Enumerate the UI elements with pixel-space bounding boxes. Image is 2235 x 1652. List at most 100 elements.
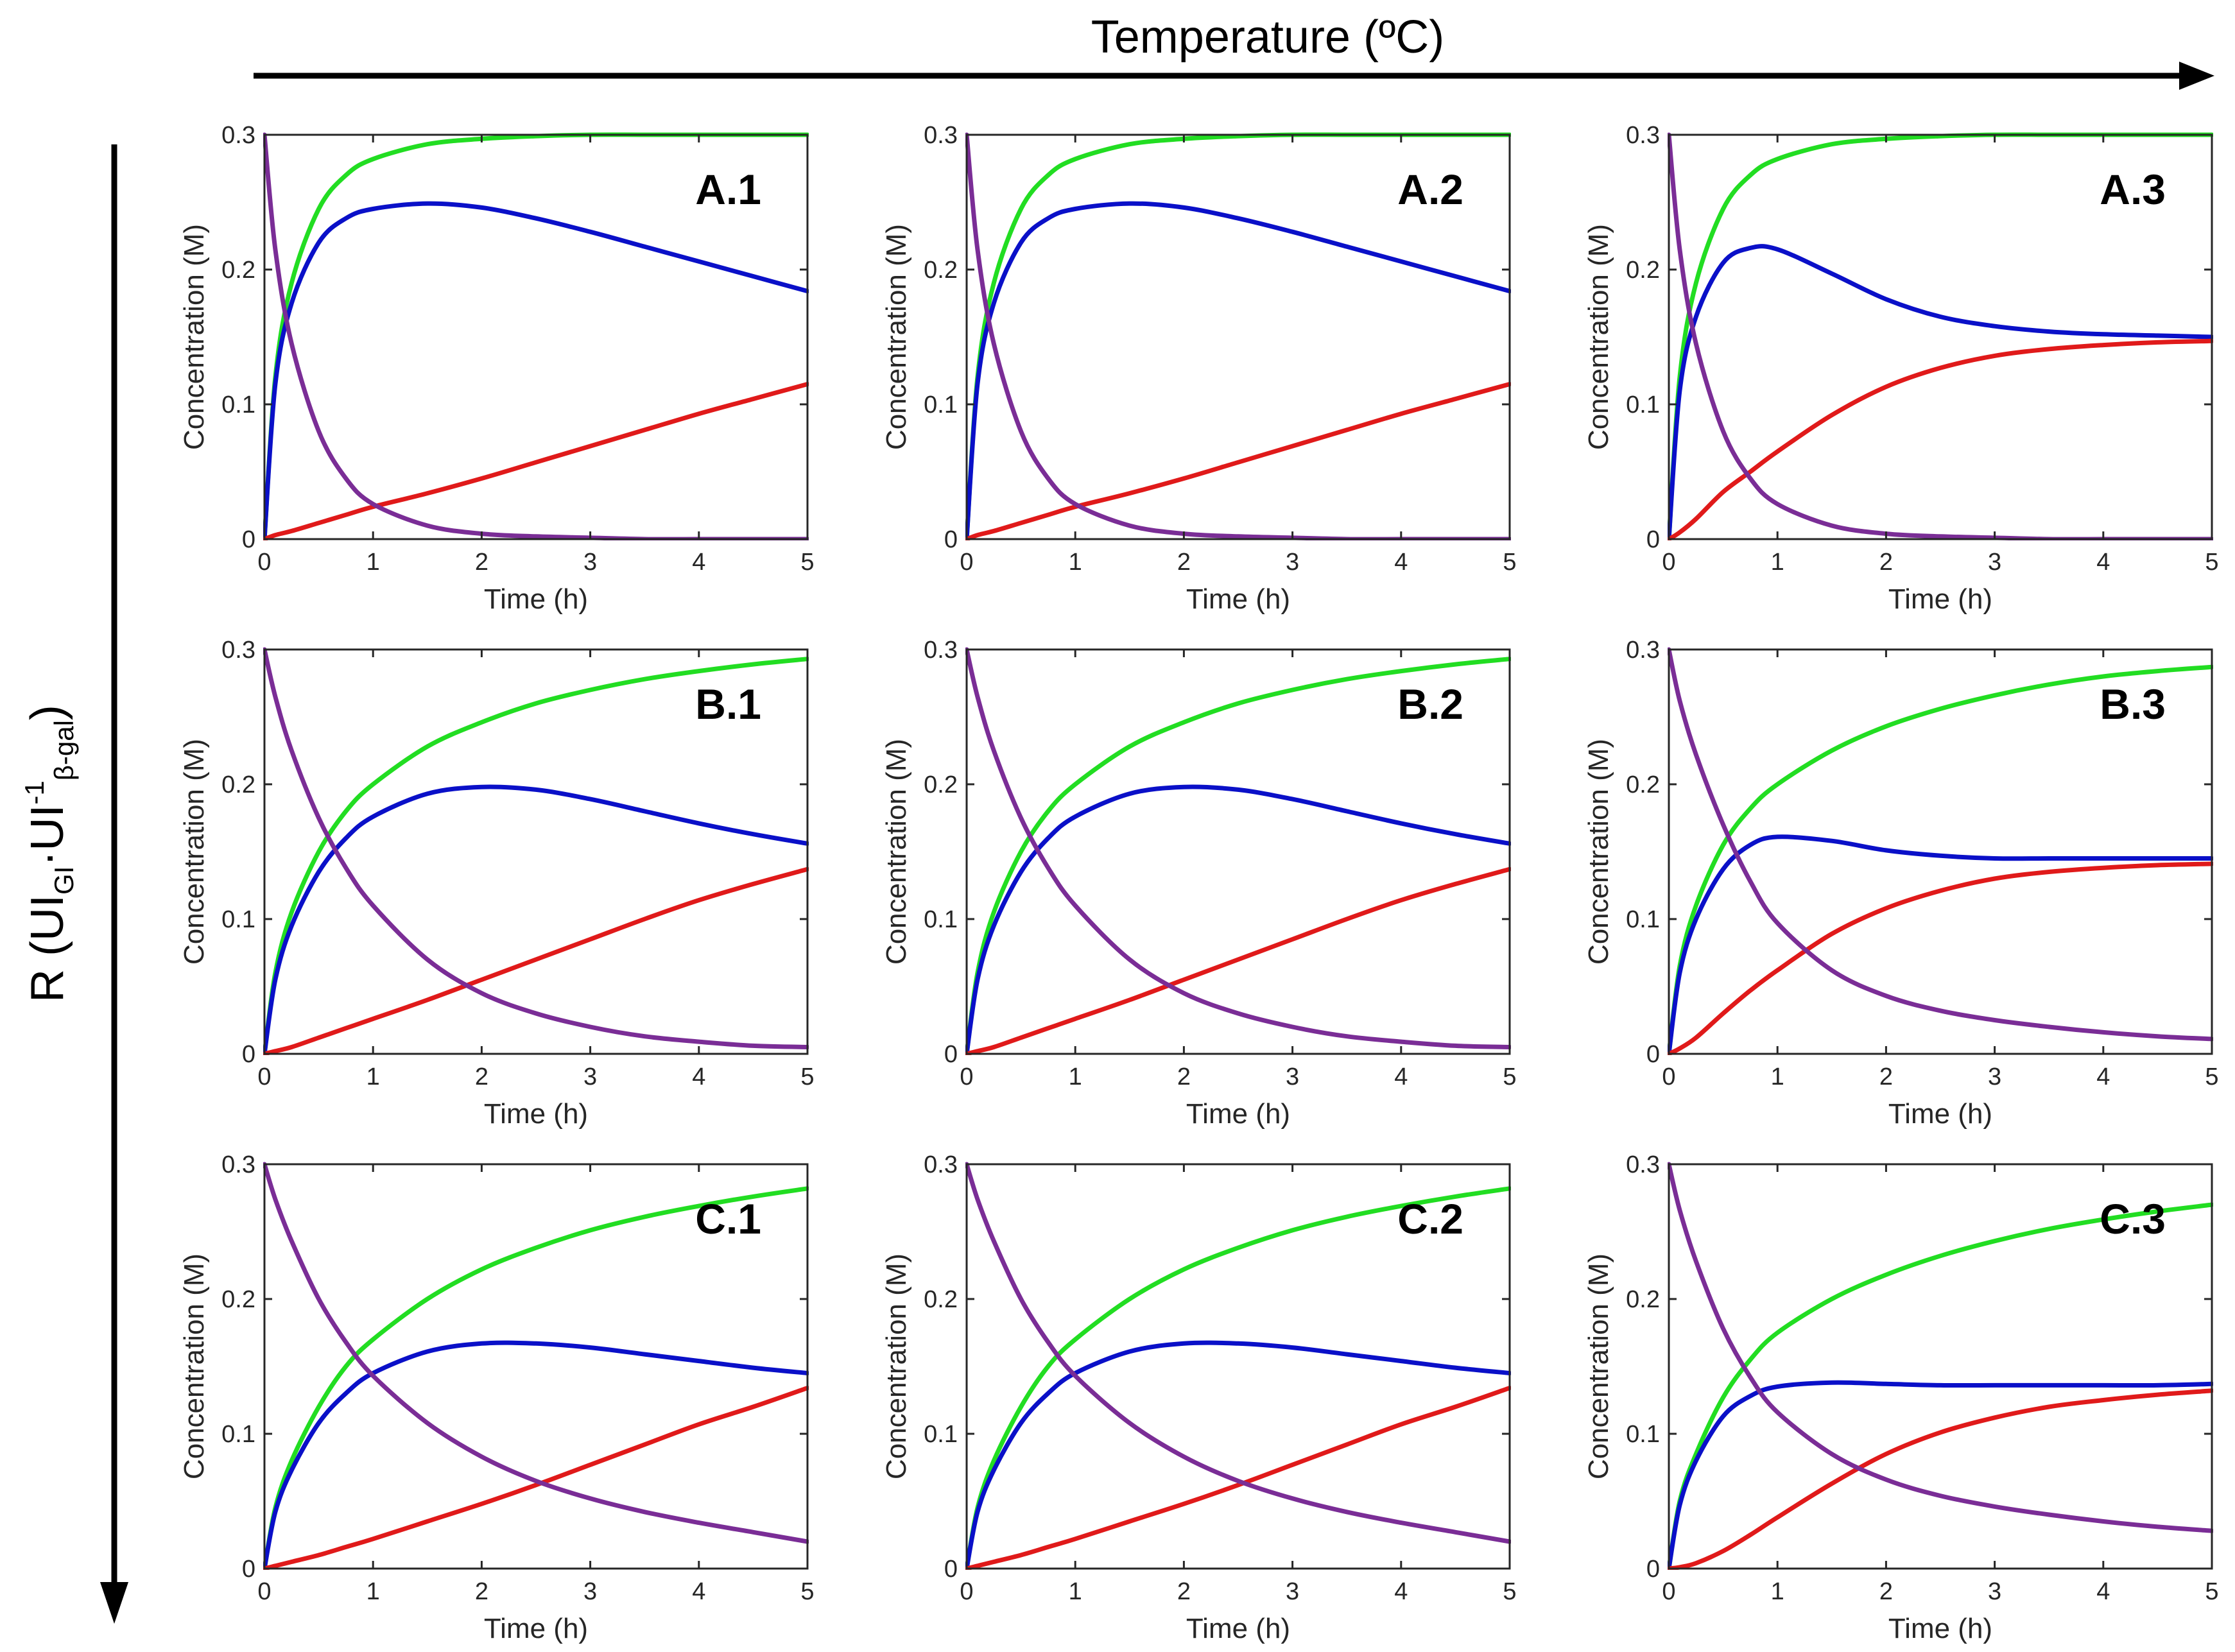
axes-frame xyxy=(263,133,809,540)
y-tick-label: 0.2 xyxy=(1626,1286,1660,1313)
y-tick-label: 0 xyxy=(1646,1041,1660,1068)
x-tick-label: 0 xyxy=(960,549,973,576)
series-line-green xyxy=(1668,664,2213,1055)
x-axis-label: Time (h) xyxy=(1186,1613,1290,1644)
panel-label: A.3 xyxy=(2100,166,2166,213)
y-tick-label: 0.2 xyxy=(221,771,255,798)
series-line-purple xyxy=(263,647,809,1049)
series-line-green xyxy=(965,1186,1511,1570)
y-tick-label: 0 xyxy=(944,1041,958,1068)
y-tick-label: 0.2 xyxy=(1626,257,1660,284)
y-tick-label: 0.1 xyxy=(221,1421,255,1448)
axes-frame xyxy=(263,1163,809,1570)
y-tick-label: 0.3 xyxy=(1626,637,1660,664)
series-line-blue xyxy=(263,784,809,1055)
left-axis-arrowhead xyxy=(100,1582,128,1624)
chart-panel-c-2: 0 1 2 3 4 5 0 0.1 0.2 0.3 Time (h) Concentration (M… xyxy=(881,1151,1517,1644)
y-tick-label: 0 xyxy=(242,526,255,553)
y-tick-label: 0 xyxy=(242,1041,255,1068)
x-tick-label: 1 xyxy=(367,549,380,576)
series-line-purple xyxy=(965,647,1511,1049)
x-tick-label: 4 xyxy=(1394,549,1408,576)
axes-frame xyxy=(965,133,1511,540)
y-axis-label: Concentration (M) xyxy=(1583,739,1614,965)
x-axis-label: Time (h) xyxy=(484,583,588,615)
y-tick-label: 0.3 xyxy=(221,1151,255,1178)
x-tick-label: 5 xyxy=(800,1578,814,1605)
x-axis-label: Time (h) xyxy=(1186,583,1290,615)
series-line-green xyxy=(263,657,809,1055)
x-tick-label: 3 xyxy=(583,549,597,576)
y-tick-label: 0 xyxy=(1646,526,1660,553)
panel-label: C.3 xyxy=(2100,1195,2166,1243)
x-tick-label: 4 xyxy=(1394,1063,1408,1090)
x-tick-label: 3 xyxy=(1286,1063,1299,1090)
x-tick-label: 0 xyxy=(257,1578,271,1605)
panel-label: B.2 xyxy=(1397,680,1463,728)
y-tick-label: 0 xyxy=(944,526,958,553)
x-axis-label: Time (h) xyxy=(484,1613,588,1644)
y-tick-label: 0.1 xyxy=(924,1421,958,1448)
y-axis-label: Concentration (M) xyxy=(178,1253,210,1479)
panel-label: C.1 xyxy=(695,1195,761,1243)
x-tick-label: 0 xyxy=(960,1063,973,1090)
panel-label: B.1 xyxy=(695,680,761,728)
x-tick-label: 0 xyxy=(1662,549,1675,576)
chart-panel-b-2: 0 1 2 3 4 5 0 0.1 0.2 0.3 Time (h) Concentration (M… xyxy=(881,637,1517,1130)
y-tick-label: 0.1 xyxy=(221,906,255,933)
x-tick-label: 2 xyxy=(1177,1578,1191,1605)
series-line-blue xyxy=(1668,834,2213,1055)
axes-frame xyxy=(263,648,809,1055)
series-line-blue xyxy=(1668,244,2213,540)
axes-frame xyxy=(1668,133,2213,540)
x-tick-label: 2 xyxy=(1879,549,1893,576)
series-line-blue xyxy=(1668,1380,2213,1570)
x-tick-label: 3 xyxy=(1988,1578,2001,1605)
y-tick-label: 0.1 xyxy=(221,391,255,418)
series-line-red xyxy=(263,382,809,540)
y-tick-label: 0.2 xyxy=(221,1286,255,1313)
series-group xyxy=(1668,647,2213,1055)
y-axis-label: Concentration (M) xyxy=(1583,224,1614,450)
chart-panel-b-1: 0 1 2 3 4 5 0 0.1 0.2 0.3 Time (h) Concentration (M… xyxy=(178,637,815,1130)
series-line-blue xyxy=(965,201,1511,540)
y-tick-label: 0.2 xyxy=(1626,771,1660,798)
y-tick-label: 0 xyxy=(944,1556,958,1583)
series-line-red xyxy=(965,382,1511,540)
series-group xyxy=(965,647,1511,1055)
x-tick-label: 5 xyxy=(1503,1063,1516,1090)
x-tick-label: 5 xyxy=(2205,1063,2218,1090)
x-tick-label: 4 xyxy=(692,1578,705,1605)
y-axis-label: Concentration (M) xyxy=(881,224,912,450)
x-tick-label: 3 xyxy=(1988,549,2001,576)
x-tick-label: 3 xyxy=(1286,1578,1299,1605)
x-tick-label: 4 xyxy=(2096,549,2110,576)
series-line-green xyxy=(263,1186,809,1570)
x-tick-label: 3 xyxy=(583,1063,597,1090)
series-line-blue xyxy=(263,1340,809,1570)
x-tick-label: 2 xyxy=(475,1578,488,1605)
top-axis-arrowhead xyxy=(2179,62,2214,90)
y-tick-label: 0.3 xyxy=(924,1151,958,1178)
series-line-red xyxy=(965,1386,1511,1570)
panel-label: A.2 xyxy=(1397,166,1463,213)
x-tick-label: 3 xyxy=(1988,1063,2001,1090)
series-line-purple xyxy=(1668,1162,2213,1533)
x-tick-label: 1 xyxy=(1069,549,1082,576)
top-axis-title: Temperature (ºC) xyxy=(1091,12,1444,63)
axes-frame xyxy=(965,1163,1511,1570)
series-line-purple xyxy=(965,1162,1511,1544)
series-line-red xyxy=(965,866,1511,1055)
x-tick-label: 2 xyxy=(1177,1063,1191,1090)
x-tick-label: 5 xyxy=(800,549,814,576)
x-axis-label: Time (h) xyxy=(1888,583,1992,615)
y-axis-label: Concentration (M) xyxy=(178,739,210,965)
chart-panel-c-1: 0 1 2 3 4 5 0 0.1 0.2 0.3 Time (h) Concentration (M… xyxy=(178,1151,815,1644)
y-axis-label: Concentration (M) xyxy=(1583,1253,1614,1479)
series-line-red xyxy=(1668,861,2213,1055)
y-tick-label: 0.2 xyxy=(924,771,958,798)
x-tick-label: 4 xyxy=(1394,1578,1408,1605)
y-tick-label: 0.1 xyxy=(1626,906,1660,933)
x-tick-label: 1 xyxy=(1069,1063,1082,1090)
